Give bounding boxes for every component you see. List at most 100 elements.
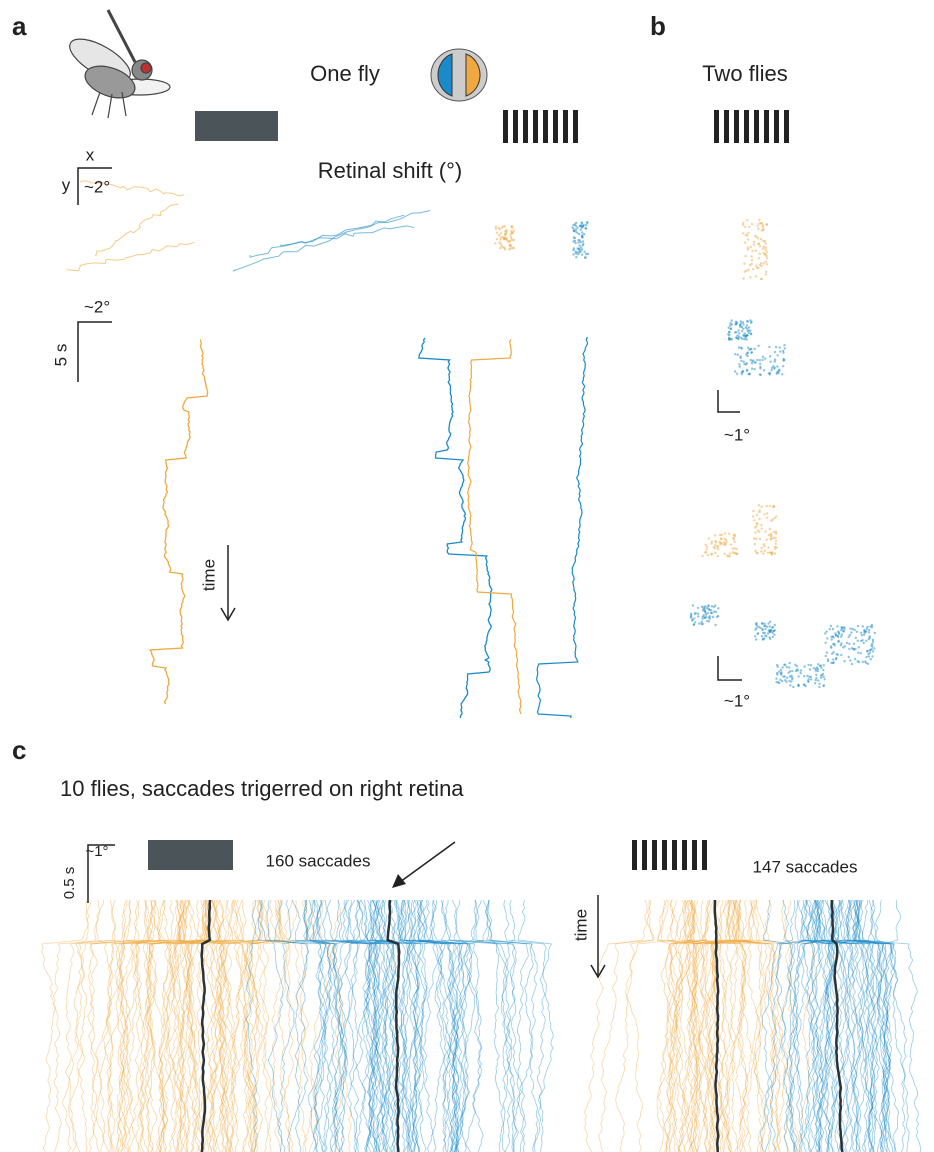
trace	[675, 899, 693, 1152]
blob-dot	[689, 616, 693, 619]
blob-dot	[760, 229, 763, 232]
blob-dot	[498, 228, 501, 231]
blob-dot	[869, 658, 872, 661]
blob-dot	[788, 661, 791, 665]
blob-dot	[716, 554, 719, 558]
blob-dot	[799, 671, 802, 675]
blob-dot	[764, 530, 767, 533]
blob-dot	[818, 685, 821, 689]
blob-dot	[850, 662, 854, 666]
blob-dot	[717, 607, 720, 610]
trace	[452, 899, 482, 1152]
trace	[149, 899, 218, 1152]
blob-dot	[754, 361, 757, 364]
blob-dot	[740, 359, 743, 363]
blob-dot	[700, 605, 704, 608]
trace	[764, 899, 821, 1152]
grating-bar	[714, 110, 719, 143]
blob-dot	[710, 553, 714, 556]
blob-dot	[579, 250, 582, 253]
grating-bar	[734, 110, 739, 143]
blob-dot	[575, 256, 578, 259]
blob-dot	[753, 240, 756, 244]
trace	[802, 899, 824, 1152]
trace	[202, 899, 236, 1152]
blob-dot	[580, 221, 583, 224]
trace	[656, 899, 694, 1152]
trace	[686, 899, 738, 1152]
trace	[846, 899, 884, 1152]
blob-dot	[754, 234, 757, 238]
trace	[401, 899, 463, 1152]
blob-dot	[752, 243, 756, 246]
blob-dot	[584, 252, 588, 256]
blob-dot	[863, 629, 866, 632]
blob-dot	[502, 246, 505, 249]
blob-dot	[577, 238, 580, 242]
trace	[665, 899, 696, 1152]
blob-dot	[581, 240, 585, 243]
blob-dot	[836, 653, 839, 656]
blob-dot	[763, 252, 766, 256]
trace	[165, 899, 184, 1152]
blob-dot	[860, 633, 864, 637]
blob-dot	[760, 635, 764, 638]
trace	[106, 899, 182, 1152]
blob-dot	[698, 622, 701, 625]
blob-dot	[774, 536, 777, 540]
trace	[125, 899, 165, 1152]
trace	[667, 899, 702, 1152]
blob-dot	[747, 268, 750, 271]
blob-dot	[751, 515, 755, 518]
trace	[210, 899, 237, 1152]
blob-dot	[705, 607, 709, 610]
trace	[172, 899, 222, 1152]
blob-dot	[856, 624, 860, 628]
blob-dot	[741, 337, 744, 341]
blob-dot	[774, 345, 778, 349]
blob-dot	[578, 232, 581, 236]
panel-label: b	[650, 11, 666, 41]
trace	[365, 899, 378, 1152]
blob-dot	[766, 632, 770, 635]
blob-dot	[754, 549, 757, 553]
blob-dot	[572, 223, 575, 227]
trace	[871, 899, 893, 1152]
blob-dot	[576, 231, 579, 234]
blob-dot	[771, 518, 774, 521]
trace	[291, 899, 345, 1152]
blob-dot	[832, 658, 835, 661]
blob-dot	[762, 245, 766, 248]
trace	[245, 899, 259, 1152]
trace	[273, 899, 310, 1152]
blob-dot	[714, 623, 717, 627]
blob-dot	[835, 658, 838, 661]
trace	[126, 899, 188, 1152]
blob-dot	[843, 627, 846, 631]
blob-dot	[832, 643, 835, 646]
blob-dot	[779, 672, 783, 675]
trace	[313, 899, 377, 1152]
blob-dot	[745, 338, 748, 341]
trace	[182, 899, 207, 1152]
blob-dot	[761, 622, 764, 625]
trace	[356, 899, 394, 1152]
blob-dot	[773, 623, 776, 627]
blob-dot	[826, 637, 829, 640]
blob-dot	[847, 635, 850, 639]
blob-dot	[750, 320, 753, 323]
blob-dot	[752, 359, 755, 362]
trace	[723, 899, 737, 1152]
blob-dot	[501, 236, 504, 239]
blob-dot	[727, 333, 730, 336]
trace	[370, 899, 404, 1152]
blob-dot	[753, 519, 756, 522]
trace	[482, 899, 539, 1152]
trace	[389, 899, 413, 1152]
blob-dot	[758, 537, 762, 541]
blob-dot	[701, 617, 704, 620]
trace	[366, 899, 386, 1152]
blob-dot	[785, 676, 789, 679]
blob-dot	[757, 266, 760, 270]
blob-dot	[719, 541, 722, 545]
